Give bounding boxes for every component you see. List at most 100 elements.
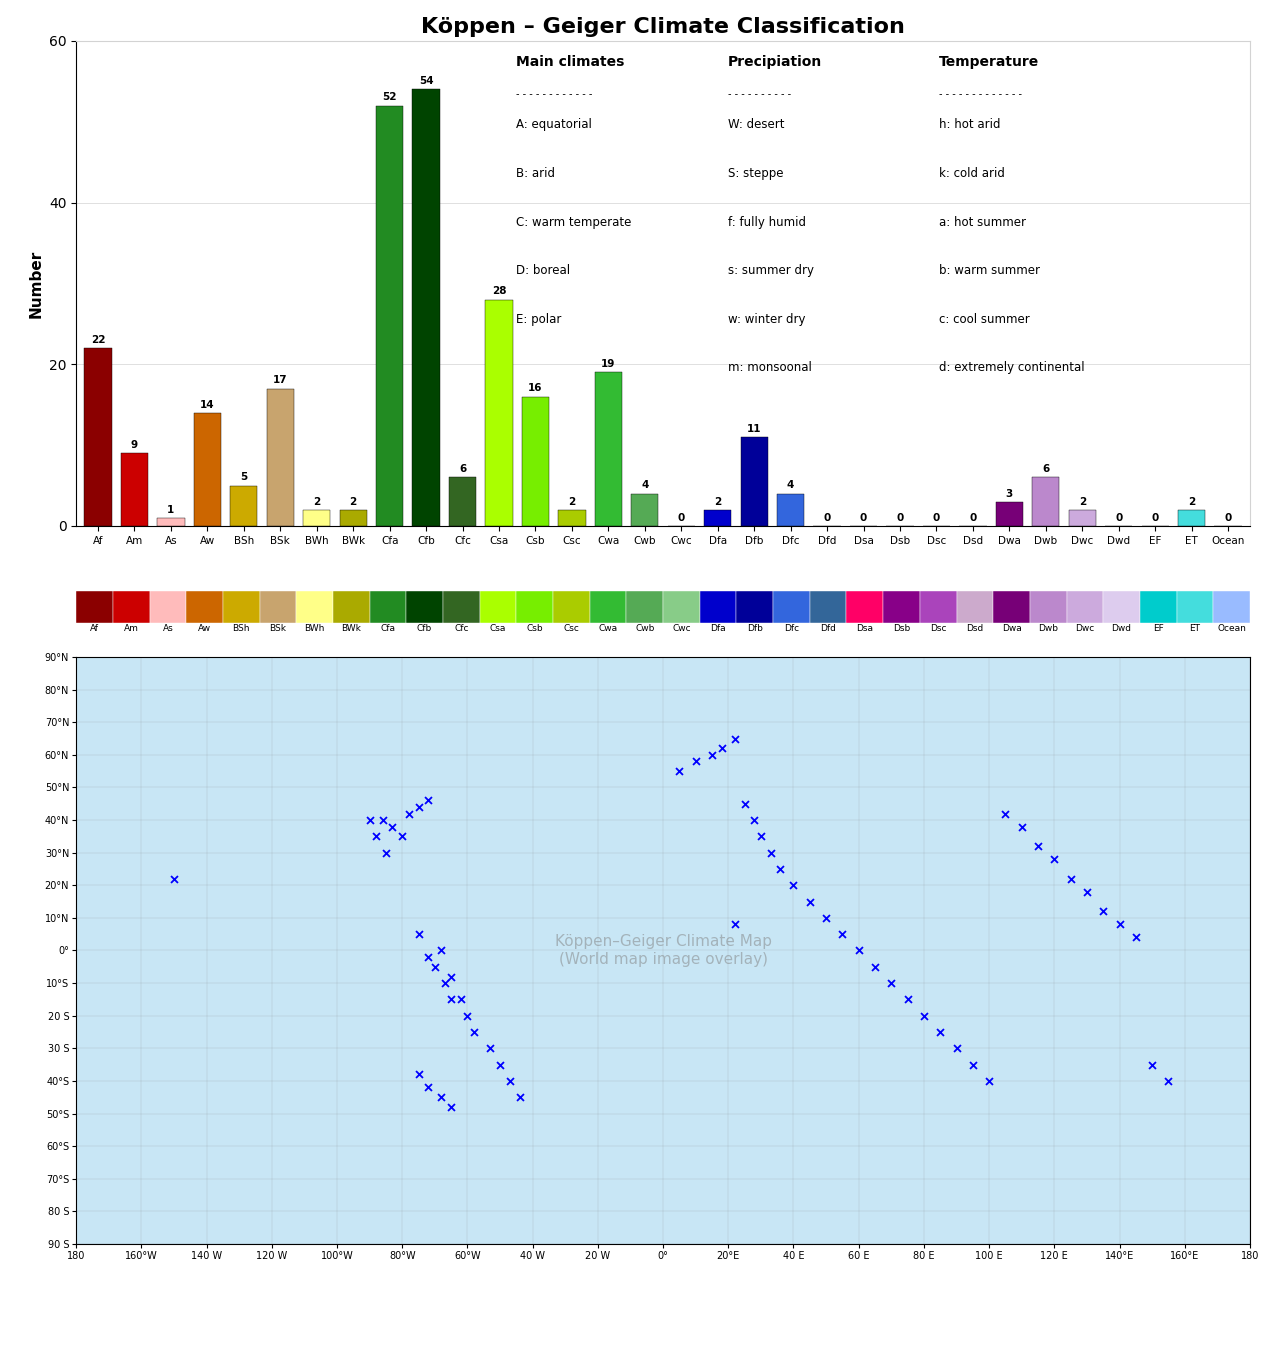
Text: C: warm temperate: C: warm temperate <box>516 215 632 229</box>
Title: Köppen – Geiger Climate Classification: Köppen – Geiger Climate Classification <box>421 16 905 37</box>
Point <box>978 1071 999 1092</box>
Bar <box>230 486 258 526</box>
Point <box>735 793 755 814</box>
Point <box>419 790 439 812</box>
Bar <box>194 413 221 526</box>
Point <box>963 1054 983 1076</box>
Bar <box>595 372 622 526</box>
Point <box>751 825 772 847</box>
Bar <box>996 501 1023 526</box>
Text: 1: 1 <box>168 505 175 515</box>
Point <box>359 809 379 831</box>
Bar <box>340 509 367 526</box>
Point <box>392 825 412 847</box>
Text: c: cool summer: c: cool summer <box>939 312 1029 326</box>
Text: s: summer dry: s: summer dry <box>727 264 813 276</box>
Text: m: monsoonal: m: monsoonal <box>727 361 811 375</box>
Bar <box>631 493 659 526</box>
Point <box>1028 835 1048 857</box>
Text: 6: 6 <box>1042 464 1049 474</box>
Text: 16: 16 <box>528 383 543 394</box>
Point <box>419 1076 439 1098</box>
Point <box>1109 914 1129 936</box>
Text: 3: 3 <box>1006 489 1013 498</box>
Text: E: polar: E: polar <box>516 312 562 326</box>
Text: 14: 14 <box>201 399 214 410</box>
Text: a: hot summer: a: hot summer <box>939 215 1025 229</box>
Point <box>881 972 901 994</box>
Text: 0: 0 <box>824 512 831 523</box>
Point <box>409 797 429 819</box>
Text: b: warm summer: b: warm summer <box>939 264 1039 276</box>
Text: 0: 0 <box>933 512 940 523</box>
Point <box>1044 849 1065 870</box>
Point <box>685 750 706 772</box>
Text: 28: 28 <box>492 286 506 297</box>
Text: k: cold arid: k: cold arid <box>939 168 1005 180</box>
Text: 2: 2 <box>349 497 357 507</box>
Point <box>434 972 454 994</box>
Point <box>1159 1071 1179 1092</box>
Point <box>1077 881 1098 903</box>
Bar <box>485 300 513 526</box>
Point <box>1126 926 1146 948</box>
Bar <box>1032 478 1060 526</box>
Text: 0: 0 <box>1115 512 1122 523</box>
Point <box>760 842 780 864</box>
Point <box>669 760 689 782</box>
Point <box>897 989 917 1011</box>
Text: 9: 9 <box>131 440 138 449</box>
Bar <box>449 478 476 526</box>
Text: B: arid: B: arid <box>516 168 556 180</box>
Point <box>398 802 419 824</box>
Point <box>500 1071 520 1092</box>
Text: Precipiation: Precipiation <box>727 56 822 69</box>
Text: w: winter dry: w: winter dry <box>727 312 805 326</box>
Point <box>457 1005 477 1027</box>
Bar <box>266 388 294 526</box>
Point <box>431 940 452 962</box>
Text: S: steppe: S: steppe <box>727 168 783 180</box>
Text: 2: 2 <box>1079 497 1086 507</box>
Bar <box>558 509 585 526</box>
Point <box>419 947 439 968</box>
Text: 6: 6 <box>459 464 466 474</box>
Point <box>744 809 764 831</box>
Point <box>440 966 461 987</box>
Text: d: extremely continental: d: extremely continental <box>939 361 1085 375</box>
Bar <box>704 509 731 526</box>
Point <box>947 1038 967 1060</box>
Y-axis label: Number: Number <box>28 249 43 317</box>
Text: 52: 52 <box>382 93 397 102</box>
Text: 0: 0 <box>1151 512 1159 523</box>
Point <box>865 956 886 978</box>
Point <box>382 816 402 838</box>
Point <box>1011 816 1032 838</box>
Point <box>914 1005 934 1027</box>
Bar <box>412 90 440 526</box>
Point <box>995 802 1015 824</box>
Bar <box>522 396 549 526</box>
Text: 2: 2 <box>1188 497 1195 507</box>
Bar <box>741 437 768 526</box>
Text: - - - - - - - - - - - - -: - - - - - - - - - - - - - <box>939 90 1022 99</box>
Point <box>431 1087 452 1109</box>
Text: 2: 2 <box>714 497 721 507</box>
Point <box>930 1022 950 1043</box>
Point <box>490 1054 510 1076</box>
Point <box>770 858 791 880</box>
Text: f: fully humid: f: fully humid <box>727 215 806 229</box>
Text: - - - - - - - - - - - -: - - - - - - - - - - - - <box>516 90 593 99</box>
Bar <box>1178 509 1206 526</box>
Point <box>1061 868 1081 889</box>
Bar <box>376 105 404 526</box>
Point <box>164 868 184 889</box>
Bar <box>121 454 148 526</box>
Point <box>365 825 386 847</box>
Text: A: equatorial: A: equatorial <box>516 118 593 132</box>
Text: h: hot arid: h: hot arid <box>939 118 1000 132</box>
Point <box>373 809 393 831</box>
Point <box>702 744 722 765</box>
Point <box>376 842 396 864</box>
Point <box>440 1096 461 1118</box>
